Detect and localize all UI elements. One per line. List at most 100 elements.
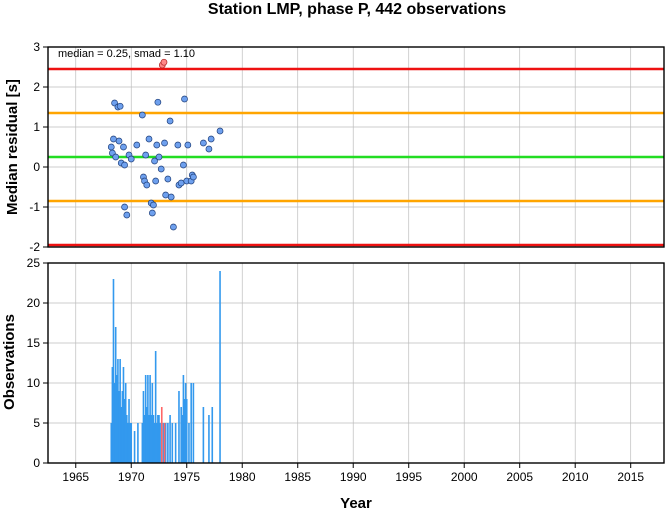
bar xyxy=(144,375,147,463)
bar xyxy=(121,391,124,463)
bar xyxy=(118,391,120,463)
bar xyxy=(219,271,221,463)
bar xyxy=(143,415,146,463)
y-tick-label: -2 xyxy=(29,240,40,254)
bar xyxy=(114,327,117,463)
x-tick-label: 1965 xyxy=(62,470,89,484)
top-y-axis-title: Median residual [s] xyxy=(4,79,21,215)
bar xyxy=(184,383,187,463)
data-point xyxy=(166,117,174,125)
bar xyxy=(113,383,116,463)
bar xyxy=(130,423,133,463)
x-tick-label: 2000 xyxy=(451,470,478,484)
bar xyxy=(149,375,151,463)
bar xyxy=(127,423,129,463)
bar xyxy=(162,423,165,463)
bottom-plot-frame xyxy=(47,262,665,464)
data-point xyxy=(161,139,168,147)
bar xyxy=(150,415,153,463)
bar xyxy=(128,399,130,463)
bar xyxy=(171,423,174,463)
data-point xyxy=(120,143,127,151)
data-point xyxy=(116,102,124,110)
bar xyxy=(169,415,171,463)
bar xyxy=(123,399,126,463)
bar xyxy=(124,383,127,463)
bar xyxy=(190,383,192,463)
bar xyxy=(122,367,125,463)
bar xyxy=(151,383,154,463)
bar xyxy=(111,367,114,463)
y-tick-label: 25 xyxy=(27,256,41,270)
bar xyxy=(117,359,119,463)
data-point xyxy=(184,141,192,149)
bar xyxy=(148,415,150,463)
x-tick-label: 2005 xyxy=(506,470,533,484)
data-point xyxy=(143,181,151,189)
y-tick-label: 0 xyxy=(33,160,40,174)
data-point xyxy=(162,191,170,199)
x-tick-label: 2015 xyxy=(617,470,644,484)
outlier-point xyxy=(160,58,168,66)
x-axis-title: Year xyxy=(340,495,372,511)
data-point xyxy=(174,141,182,149)
data-point xyxy=(151,157,158,165)
bar xyxy=(116,375,118,463)
bar xyxy=(120,407,123,463)
x-tick-label: 1990 xyxy=(340,470,367,484)
bar xyxy=(147,375,149,463)
bar xyxy=(174,423,177,463)
bar xyxy=(202,407,205,463)
data-point xyxy=(127,155,135,163)
data-point xyxy=(145,135,153,143)
residual-panel: -2 -1 0 1 2 3 xyxy=(29,40,665,254)
data-point xyxy=(170,223,177,231)
y-tick-label: 20 xyxy=(27,296,41,310)
bar xyxy=(167,423,169,463)
chart-title: Station LMP, phase P, 442 observations xyxy=(208,1,506,18)
data-point xyxy=(115,137,123,145)
data-point xyxy=(200,139,207,147)
bar xyxy=(154,351,157,463)
data-point xyxy=(123,211,131,219)
data-point xyxy=(138,111,146,119)
y-tick-label: 2 xyxy=(33,80,40,94)
bar xyxy=(159,423,161,463)
y-tick-label: 1 xyxy=(33,120,40,134)
median-smad-annotation: median = 0.25, smad = 1.10 xyxy=(58,48,195,60)
bar xyxy=(119,359,121,463)
bar xyxy=(183,399,186,463)
bar xyxy=(181,415,184,463)
data-point xyxy=(155,153,163,161)
data-point xyxy=(154,98,162,106)
bar xyxy=(182,375,185,463)
y-tick-label: 3 xyxy=(33,40,40,54)
top-plot-frame xyxy=(47,46,665,248)
bar xyxy=(133,431,136,463)
bar xyxy=(141,423,144,463)
outlier-bar xyxy=(160,407,163,463)
data-point xyxy=(180,161,187,169)
bar xyxy=(185,399,188,463)
data-point xyxy=(205,145,213,153)
bar xyxy=(188,423,190,463)
outlier-bar xyxy=(163,423,166,463)
bar xyxy=(137,423,139,463)
bar xyxy=(110,423,113,463)
data-point xyxy=(112,153,120,161)
data-point xyxy=(110,135,117,143)
bar xyxy=(158,415,160,463)
x-tick-label: 1985 xyxy=(284,470,311,484)
data-point xyxy=(164,175,172,183)
bar xyxy=(153,423,156,463)
data-point xyxy=(150,201,157,209)
bar xyxy=(142,391,145,463)
x-tick-label: 1995 xyxy=(395,470,422,484)
data-point xyxy=(157,165,165,173)
data-point xyxy=(181,95,188,103)
bar xyxy=(152,415,155,463)
x-tick-label: 1970 xyxy=(118,470,145,484)
data-point xyxy=(107,143,115,151)
x-tick-label: 2010 xyxy=(562,470,589,484)
bottom-y-axis-title: Observations xyxy=(1,314,18,410)
